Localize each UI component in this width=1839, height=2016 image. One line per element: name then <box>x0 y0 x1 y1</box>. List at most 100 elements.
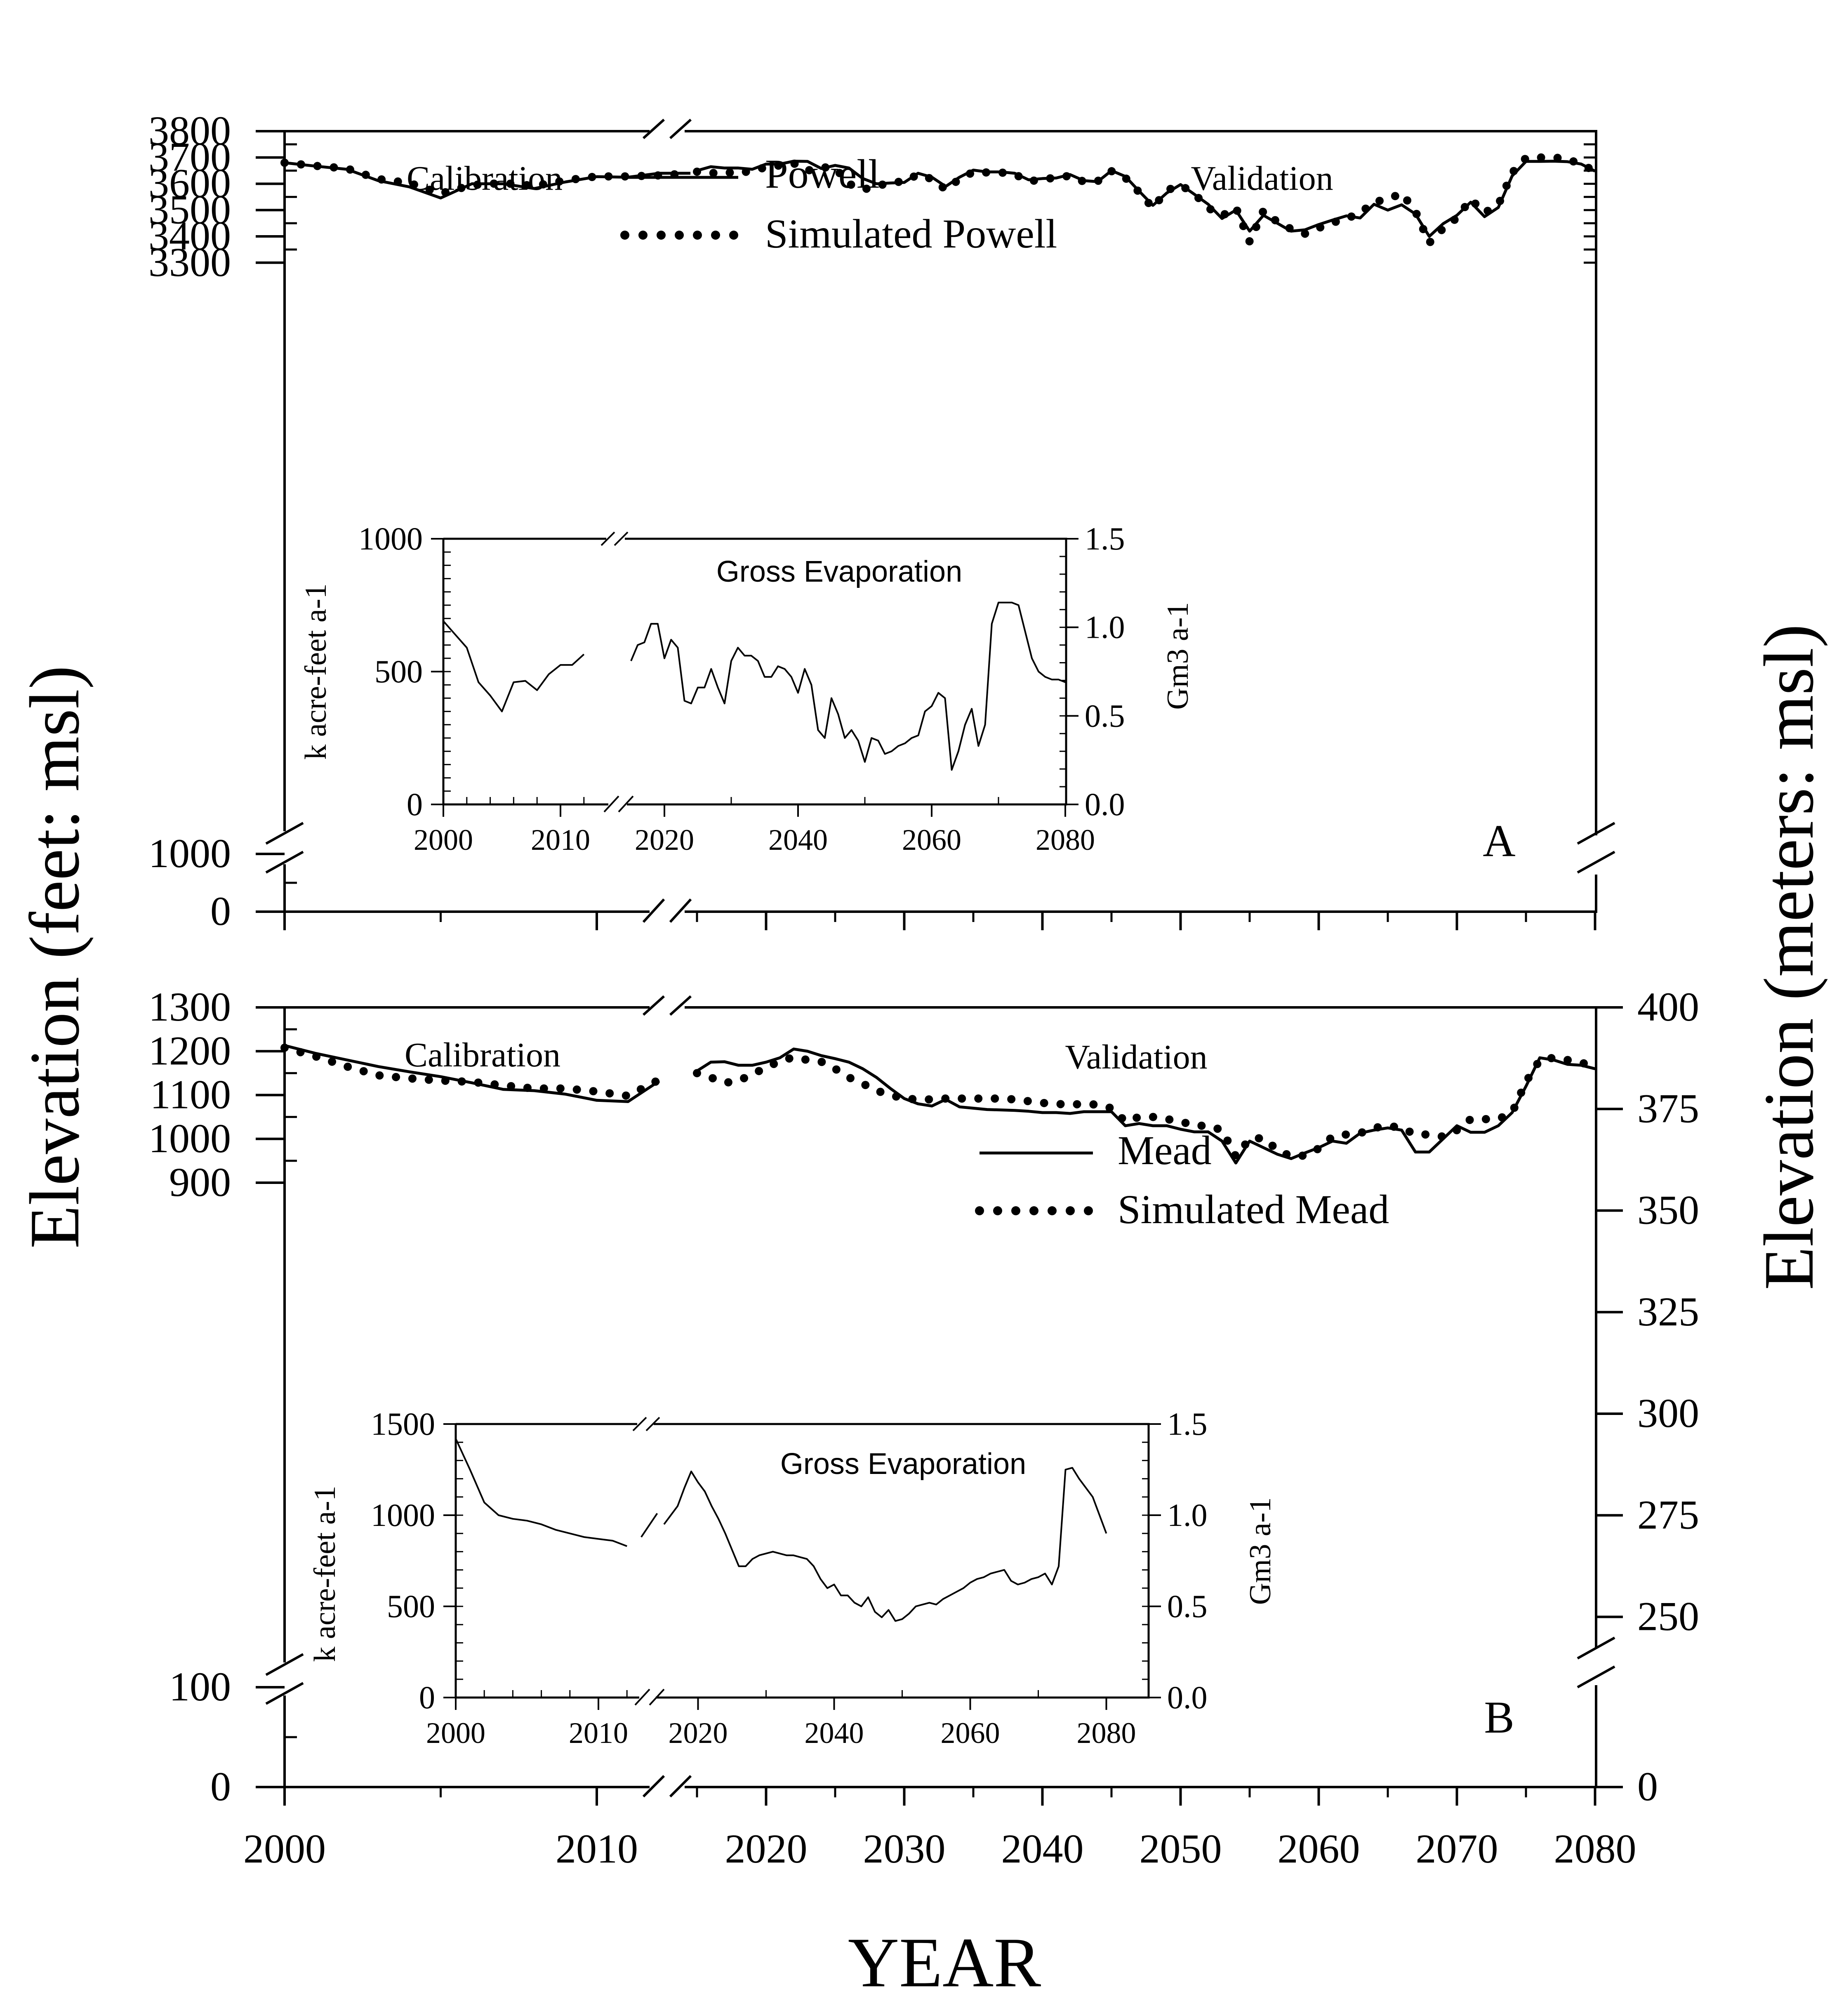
inset-right-tick-label: 1.0 <box>1167 1497 1208 1533</box>
y-tick-label: 3600 <box>148 160 231 206</box>
inset-right-tick-label: 0.0 <box>1085 786 1125 822</box>
inset-y-tick-label: 500 <box>374 653 423 689</box>
right-y-tick-label: 375 <box>1637 1085 1699 1131</box>
inset-y-tick-label: 1000 <box>371 1497 435 1533</box>
inset-b-break-marks <box>632 1417 665 1706</box>
panel-a-label: A <box>1483 816 1515 866</box>
panel-a-calibration-label: Calibration <box>407 159 563 198</box>
series-line-mead <box>284 1044 660 1103</box>
x-tick-label: 2040 <box>1001 1826 1084 1872</box>
inset-evaporation-line <box>630 601 1066 771</box>
inset-right-tick-label: 0.5 <box>1085 698 1125 733</box>
inset-a-left-label: k acre-feet a-1 <box>299 583 333 759</box>
y-tick-label: 900 <box>169 1159 231 1205</box>
x-tick-label: 2010 <box>556 1826 638 1872</box>
panel-a-inset: 1000 500 0 1.5 1.0 0.5 0.0 2000 2010 2020 2040 2060… <box>299 521 1195 872</box>
x-tick-labels: 2000 2010 2020 2030 2040 2050 2060 2070 2080 <box>243 1826 1636 1872</box>
inset-right-tick-label: 0.0 <box>1167 1679 1208 1715</box>
x-tick-label: 2000 <box>243 1826 326 1872</box>
y-tick-label: 3400 <box>148 213 231 259</box>
y-tick-label: 0 <box>210 888 231 934</box>
right-y-tick-label: 325 <box>1637 1289 1699 1335</box>
y-tick-label: 1000 <box>148 830 231 876</box>
right-y-tick-label: 400 <box>1637 984 1699 1030</box>
panel-a-break-marks <box>265 118 1615 923</box>
series-dotted-simulated-powell <box>693 153 1599 247</box>
legend-mead-label: Mead <box>1118 1127 1212 1173</box>
right-y-tick-label: 275 <box>1637 1492 1699 1537</box>
panel-a-series <box>280 153 1599 247</box>
right-y-tick-label: 250 <box>1637 1594 1699 1639</box>
inset-a-background <box>306 530 1086 872</box>
inset-x-tick-label: 2010 <box>569 1717 628 1750</box>
inset-y-tick-label: 1500 <box>371 1406 435 1442</box>
panel-b-x-axis <box>283 1787 1596 1806</box>
inset-x-tick-label: 2000 <box>414 823 473 856</box>
panel-a-x-axis <box>283 912 1596 930</box>
inset-evaporation-line <box>640 1513 658 1538</box>
inset-x-tick-label: 2080 <box>1036 823 1095 856</box>
legend-sim-mead-label: Simulated Mead <box>1118 1186 1389 1232</box>
panel-b-series <box>280 1043 1599 1165</box>
inset-y-tick-label: 0 <box>407 786 423 822</box>
inset-b-right-label: Gm3 a-1 <box>1243 1497 1277 1605</box>
inset-evaporation-line <box>663 1467 1107 1622</box>
inset-right-tick-label: 1.5 <box>1167 1406 1208 1442</box>
inset-x-tick-label: 2020 <box>669 1717 728 1750</box>
series-dotted-simulated-powell <box>280 158 695 198</box>
inset-x-tick-label: 2060 <box>941 1717 1000 1750</box>
panel-b-y-axis: 1300120011001000900100040037535032530027… <box>148 984 1699 1809</box>
y-tick-label: 1000 <box>148 1115 231 1161</box>
inset-b-series <box>455 1438 1107 1622</box>
inset-b-left-label: k acre-feet a-1 <box>308 1485 342 1662</box>
inset-x-tick-label: 2020 <box>635 823 694 856</box>
legend-powell-label: Powell <box>765 151 880 197</box>
y-tick-label: 1300 <box>148 984 231 1030</box>
panel-b-legend: Mead Simulated Mead <box>975 1127 1389 1232</box>
right-y-tick-label: 300 <box>1637 1390 1699 1436</box>
inset-y-tick-label: 0 <box>419 1679 435 1715</box>
y-tick-label: 3700 <box>148 134 231 180</box>
y-tick-label: 3800 <box>148 108 231 153</box>
x-tick-label: 2060 <box>1278 1826 1360 1872</box>
right-y-tick-label: 0 <box>1637 1764 1658 1809</box>
x-tick-label: 2080 <box>1554 1826 1636 1872</box>
panel-b-break-marks <box>265 995 1615 1798</box>
inset-b-axes: 1500 1000 500 0 1.5 1.0 0.5 0.0 2000 2010 2020 2040… <box>371 1406 1208 1750</box>
inset-a-right-label: Gm3 a-1 <box>1161 602 1195 710</box>
right-y-tick-label: 350 <box>1637 1187 1699 1233</box>
panel-a-validation-label: Validation <box>1191 159 1333 198</box>
inset-x-tick-label: 2080 <box>1077 1717 1136 1750</box>
y-label-right: Elevation (meters: msl) <box>1750 624 1828 1290</box>
panel-b-label: B <box>1484 1692 1514 1742</box>
inset-x-tick-label: 2000 <box>426 1717 485 1750</box>
inset-y-tick-label: 1000 <box>358 521 423 556</box>
inset-x-tick-label: 2060 <box>902 823 961 856</box>
y-tick-label: 100 <box>169 1664 231 1709</box>
inset-b-title: Gross Evaporation <box>780 1448 1026 1481</box>
inset-x-tick-label: 2040 <box>805 1717 864 1750</box>
panel-b-validation-label: Validation <box>1065 1038 1207 1076</box>
inset-right-tick-label: 0.5 <box>1167 1588 1208 1624</box>
panel-b: 1300120011001000900100040037535032530027… <box>148 984 1699 1809</box>
series-line-powell <box>697 160 1596 238</box>
inset-right-tick-label: 1.0 <box>1085 609 1125 645</box>
inset-y-tick-label: 500 <box>387 1588 435 1624</box>
y-tick-label: 1200 <box>148 1028 231 1073</box>
x-tick-label: 2050 <box>1140 1826 1222 1872</box>
inset-a-series <box>443 601 1066 771</box>
x-label: YEAR <box>848 1924 1041 2002</box>
inset-x-tick-label: 2010 <box>531 823 590 856</box>
panel-a-legend: Powell Simulated Powell <box>620 151 1057 257</box>
series-dotted-simulated-mead <box>280 1043 664 1100</box>
x-tick-label: 2070 <box>1416 1826 1498 1872</box>
panel-b-inset: 1500 1000 500 0 1.5 1.0 0.5 0.0 2000 2010 2020 2040… <box>305 1406 1279 1750</box>
y-tick-label: 3500 <box>148 186 231 232</box>
x-tick-label: 2030 <box>863 1826 946 1872</box>
inset-a-axes: 1000 500 0 1.5 1.0 0.5 0.0 2000 2010 2020 2040 2060… <box>358 521 1125 856</box>
y-tick-label: 1100 <box>150 1072 231 1118</box>
y-tick-label: 0 <box>210 1764 231 1809</box>
